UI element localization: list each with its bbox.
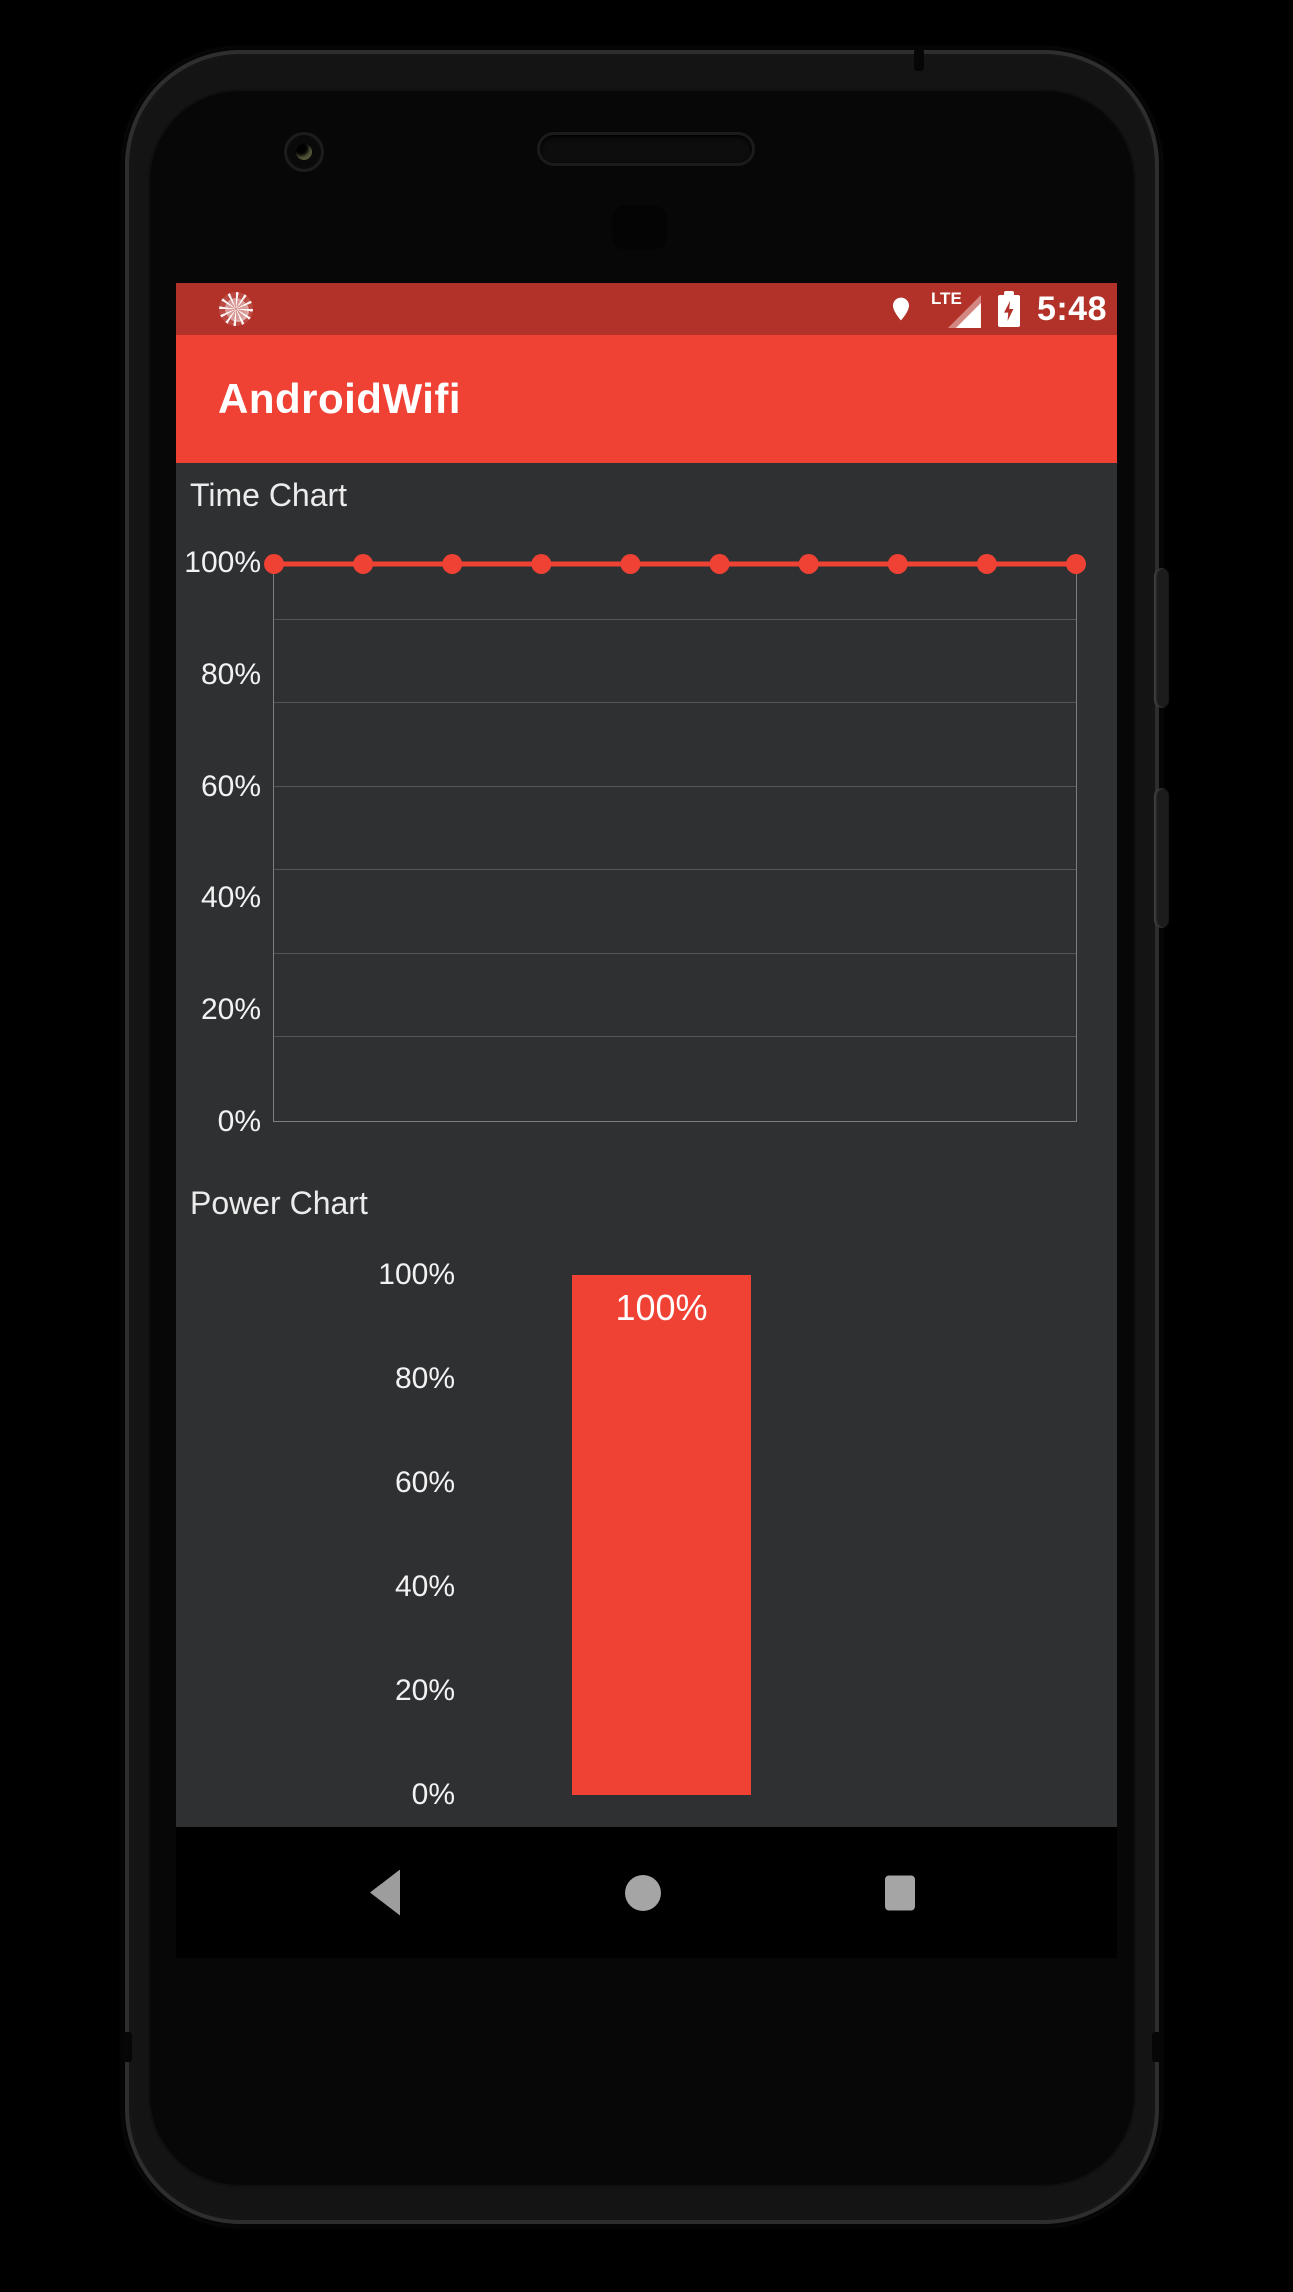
y-axis-tick: 80%	[200, 657, 261, 691]
navigation-bar	[176, 1827, 1117, 1958]
power-chart-title: Power Chart	[190, 1185, 368, 1221]
proximity-sensor	[612, 205, 667, 250]
y-axis-tick: 80%	[394, 1362, 455, 1395]
recents-button[interactable]	[885, 1875, 915, 1910]
earpiece-speaker	[537, 132, 755, 166]
power-bar-label: 100%	[615, 1287, 708, 1328]
power-button[interactable]	[1154, 568, 1170, 708]
status-bar[interactable]: LTE 5:48	[176, 283, 1117, 335]
y-axis-tick: 0%	[217, 1105, 261, 1138]
y-axis-tick: 20%	[394, 1674, 455, 1707]
grid-line	[274, 618, 1076, 620]
power-chart-plot[interactable]: 100%	[572, 1275, 751, 1795]
antenna-line-top	[914, 49, 924, 71]
y-axis-tick: 0%	[411, 1778, 455, 1811]
location-icon	[892, 297, 909, 321]
y-axis-tick: 40%	[200, 881, 261, 915]
antenna-line-left	[123, 2032, 132, 2062]
home-button[interactable]	[625, 1874, 661, 1911]
y-axis-tick: 20%	[200, 993, 261, 1027]
back-icon	[370, 1869, 400, 1916]
y-axis-tick: 60%	[394, 1466, 455, 1499]
back-button[interactable]	[370, 1869, 400, 1916]
y-axis-tick: 60%	[200, 769, 261, 803]
front-camera	[284, 132, 324, 172]
lte-signal-icon: LTE	[931, 290, 981, 328]
lte-label: LTE	[930, 289, 962, 308]
y-axis-tick: 100%	[184, 546, 261, 579]
grid-line	[274, 785, 1076, 787]
grid-line	[274, 869, 1076, 871]
status-icons-cluster: LTE 5:48	[888, 283, 1107, 335]
app-title: AndroidWifi	[218, 375, 462, 422]
app-content: Time Chart 100% 80% 60% 40% 20% 0% Power Char…	[176, 463, 1117, 1827]
phone-frame: LTE 5:48 AndroidWifi Time Chart 100% 80% 6…	[122, 47, 1170, 2227]
battery-charging-icon	[997, 291, 1020, 327]
power-chart-ylabels: 100% 80% 60% 40% 20% 0%	[176, 1258, 455, 1811]
time-chart-ylabels: 100% 80% 60% 40% 20% 0%	[176, 546, 261, 1138]
grid-line	[274, 1036, 1076, 1038]
grid-line	[274, 702, 1076, 704]
time-chart-title: Time Chart	[190, 477, 348, 513]
power-bar[interactable]: 100%	[572, 1275, 751, 1795]
android-display: LTE 5:48 AndroidWifi Time Chart 100% 80% 6…	[176, 283, 1117, 1958]
antenna-line-right	[1152, 2032, 1161, 2062]
y-axis-tick: 40%	[394, 1570, 455, 1603]
grid-line	[274, 952, 1076, 954]
y-axis-tick: 100%	[378, 1258, 455, 1291]
recents-icon	[885, 1875, 915, 1910]
home-icon	[625, 1874, 661, 1911]
status-time: 5:48	[1036, 289, 1107, 328]
time-chart-plot[interactable]	[264, 554, 1086, 1122]
volume-button[interactable]	[1154, 788, 1170, 928]
activity-spinner-icon	[219, 292, 253, 326]
app-bar: AndroidWifi	[176, 335, 1117, 463]
